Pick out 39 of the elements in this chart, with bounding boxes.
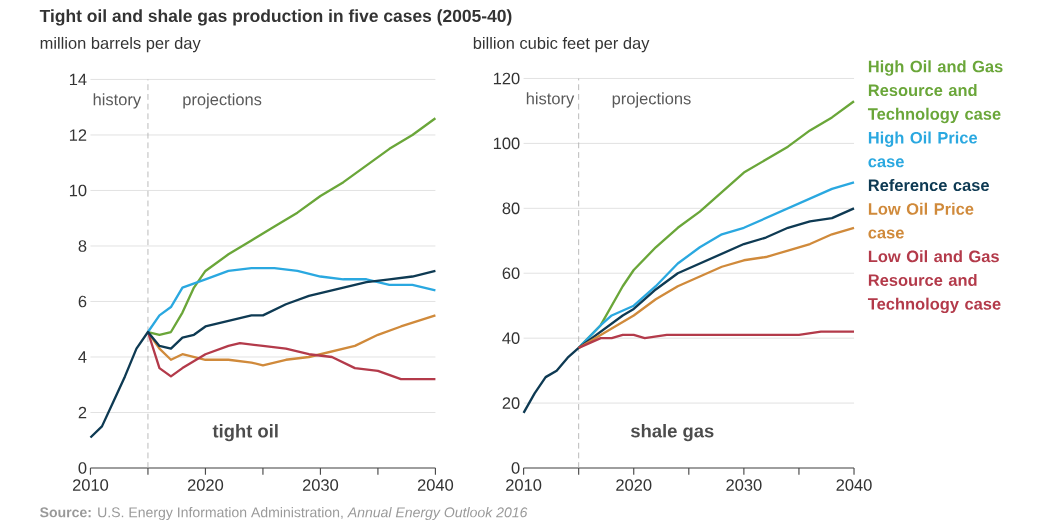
y-tick-label: 12 [69,129,87,141]
y-tick-label: 60 [502,267,520,280]
series-label: High Oil and Gas Resource and Technology case [867,60,1003,124]
annotation: projections [612,92,691,108]
y-tick-label: 4 [78,351,87,363]
y-tick-label: 0 [511,462,520,474]
annotation: history [526,92,575,108]
x-tick-label: 2030 [726,479,762,491]
y-tick-label: 40 [502,332,520,344]
annotation: projections [183,93,262,109]
y-tick-label: 120 [493,72,520,85]
annotation: shale gas [630,423,714,442]
y-tick-label: 2 [78,406,87,419]
y-tick-label: 6 [78,295,87,308]
y-tick-label: 20 [502,397,520,409]
annotation: history [93,93,142,109]
x-tick-label: 2020 [616,479,652,491]
y-tick-label: 0 [78,462,87,474]
text: Source: U.S. Energy Information Administration, Annual Energy Outlook 2016 [40,506,528,521]
y-tick-label: 14 [69,73,87,86]
line-series [146,266,437,334]
series-label: Reference case [868,178,989,192]
y-tick-label: 100 [493,137,520,150]
annotation: tight oil [212,423,278,442]
series-label: High Oil Price case [868,131,978,168]
x-tick-label: 2010 [72,479,109,491]
chart-title: Tight oil and shale gas production in five cases (2005-40) [39,9,512,26]
x-tick-label: 2040 [836,479,872,491]
y-tick-label: 8 [78,240,87,252]
x-tick-label: 2010 [506,479,542,491]
y-axis-title: million barrels per day [40,36,201,53]
series-label: Low Oil Price case [868,202,974,239]
series-label: Low Oil and Gas Resource and Technology case [867,250,1001,314]
x-tick-label: 2030 [302,479,339,491]
y-tick-label: 10 [69,184,87,197]
x-tick-label: 2040 [417,479,454,491]
y-axis-title: billion cubic feet per day [473,36,650,53]
y-tick-label: 80 [502,202,520,215]
x-tick-label: 2020 [187,479,224,491]
